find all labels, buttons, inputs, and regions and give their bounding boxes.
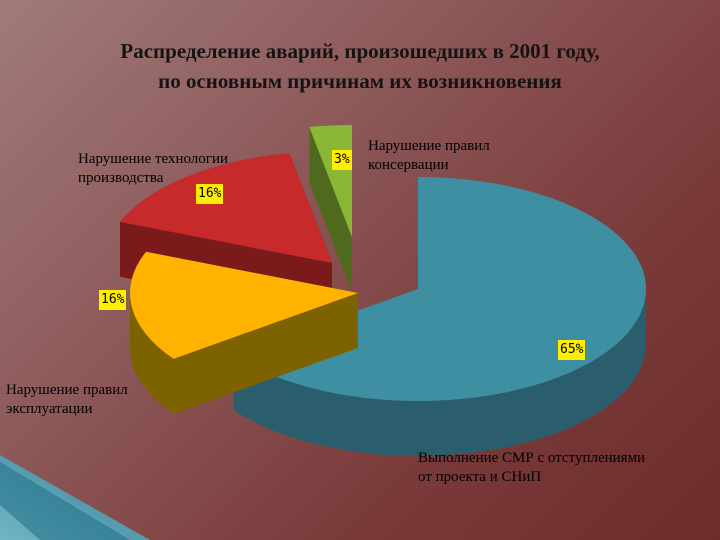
label-conservation: Нарушение правил консервации — [368, 137, 490, 175]
percent-label-conservation: 3% — [332, 150, 352, 170]
slice-operation — [130, 251, 358, 359]
label-conservation-line-1: Нарушение правил — [368, 138, 490, 154]
chart-title-line-1: Распределение аварий, произошедших в 200… — [120, 39, 600, 63]
label-operation: Нарушение правил эксплуатации — [6, 381, 128, 419]
slice-operation-rim — [130, 293, 174, 414]
slice-conservation-wall-start — [309, 126, 352, 292]
slice-technology — [120, 152, 333, 263]
label-operation-line-1: Нарушение правил — [6, 382, 128, 398]
label-smr: Выполнение СМР с отступлениями от проект… — [418, 449, 645, 487]
label-smr-line-1: Выполнение СМР с отступлениями — [418, 450, 646, 466]
label-operation-line-2: эксплуатации — [6, 401, 93, 417]
label-technology-line-1: Нарушение технологии — [78, 151, 228, 167]
label-technology: Нарушение технологии производства — [78, 150, 228, 188]
label-technology-line-2: производства — [78, 170, 164, 186]
chart-title: Распределение аварий, произошедших в 200… — [20, 36, 700, 96]
label-smr-line-2: от проекта и СНиП — [418, 469, 542, 485]
percent-label-smr: 65% — [558, 340, 586, 360]
chart-title-line-2: по основным причинам их возникновения — [158, 69, 562, 93]
percent-label-operation: 16% — [99, 290, 127, 310]
percent-label-technology: 16% — [196, 184, 224, 204]
label-conservation-line-2: консервации — [368, 157, 449, 173]
slice-smr-rim — [233, 289, 646, 456]
